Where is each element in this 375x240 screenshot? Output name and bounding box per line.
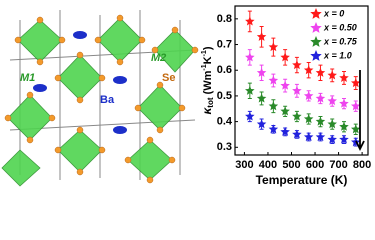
legend-marker <box>310 8 322 19</box>
x-axis-label: Temperature (K) <box>256 173 348 187</box>
y-tick-label: 0.4 <box>217 116 233 128</box>
data-point <box>303 132 314 142</box>
data-point <box>292 85 302 95</box>
data-point <box>339 121 349 131</box>
legend-label: x = 0.50 <box>323 22 357 32</box>
y-tick-label: 0.5 <box>217 90 232 102</box>
y-axis-label-part: tot <box>206 97 215 108</box>
se-label: Se <box>162 72 175 84</box>
data-point <box>245 111 255 121</box>
data-point <box>327 96 337 106</box>
data-point <box>280 106 290 116</box>
data-point <box>256 67 267 77</box>
data-point <box>351 101 361 111</box>
y-axis-label-part: (Wm <box>202 70 214 97</box>
data-point <box>327 119 337 129</box>
data-point <box>315 132 326 142</box>
m1-label: M1 <box>20 72 35 84</box>
data-point <box>280 80 290 90</box>
x-tick-label: 500 <box>282 159 300 171</box>
data-point <box>292 60 302 70</box>
data-point <box>292 129 302 139</box>
data-point <box>339 98 349 108</box>
data-point <box>351 124 361 134</box>
y-axis-label-part: K <box>202 56 214 64</box>
y-tick-label: 0.6 <box>217 64 232 76</box>
ba-label: Ba <box>100 94 115 106</box>
data-point <box>315 93 326 103</box>
legend-marker <box>310 36 322 47</box>
data-point <box>245 16 255 26</box>
y-axis-label-part: -1 <box>201 50 208 56</box>
y-tick-label: 0.7 <box>217 38 232 50</box>
data-point <box>303 114 314 124</box>
chart: 0.3 0.4 0.5 0.6 0.7 0.8 300 400 500 600 700 800 Temp… <box>200 5 371 187</box>
y-tick-label: 0.8 <box>217 13 232 25</box>
data-point <box>351 78 361 88</box>
y-axis-label-part: ) <box>202 46 214 50</box>
data-point <box>256 31 267 41</box>
data-point <box>315 67 326 77</box>
plot-frame <box>234 5 369 156</box>
legend-label: x = 1.0 <box>323 50 352 60</box>
legend-marker <box>310 50 322 61</box>
data-point <box>315 116 326 126</box>
data-point <box>268 75 279 85</box>
data-point <box>268 124 279 134</box>
data-point <box>256 93 267 103</box>
x-tick-label: 400 <box>259 159 277 171</box>
legend-marker <box>310 22 322 33</box>
x-tick-label: 300 <box>235 159 253 171</box>
data-point <box>245 52 255 62</box>
y-axis-label-part: -1 <box>201 64 208 70</box>
data-point <box>303 90 314 100</box>
data-point <box>292 111 302 121</box>
data-point <box>280 52 290 62</box>
data-point <box>256 119 267 129</box>
crystal-structure: M1 M2 Se Ba <box>1 10 199 187</box>
y-axis-label-part: κ <box>200 107 214 115</box>
y-tick-label: 0.3 <box>217 141 232 153</box>
data-point <box>268 101 279 111</box>
legend-label: x = 0.75 <box>323 36 358 46</box>
x-tick-label: 800 <box>353 159 371 171</box>
y-axis-label: κtot (Wm-1K-1) <box>200 46 215 114</box>
data-point <box>327 134 337 144</box>
m2-label: M2 <box>151 52 166 64</box>
data-point <box>280 126 290 136</box>
data-point <box>245 85 255 95</box>
x-tick-label: 600 <box>306 159 324 171</box>
x-tick-label: 700 <box>329 159 347 171</box>
data-point <box>327 70 337 80</box>
data-point <box>339 72 349 82</box>
trend-arrow <box>355 70 365 152</box>
data-point <box>303 65 314 75</box>
legend-label: x = 0 <box>323 8 344 18</box>
data-point <box>268 42 279 52</box>
figure: M1 M2 Se Ba 0.3 0.4 0.5 0.6 0.7 0.8 300 400 500 6… <box>1 5 371 187</box>
data-point <box>339 134 349 144</box>
